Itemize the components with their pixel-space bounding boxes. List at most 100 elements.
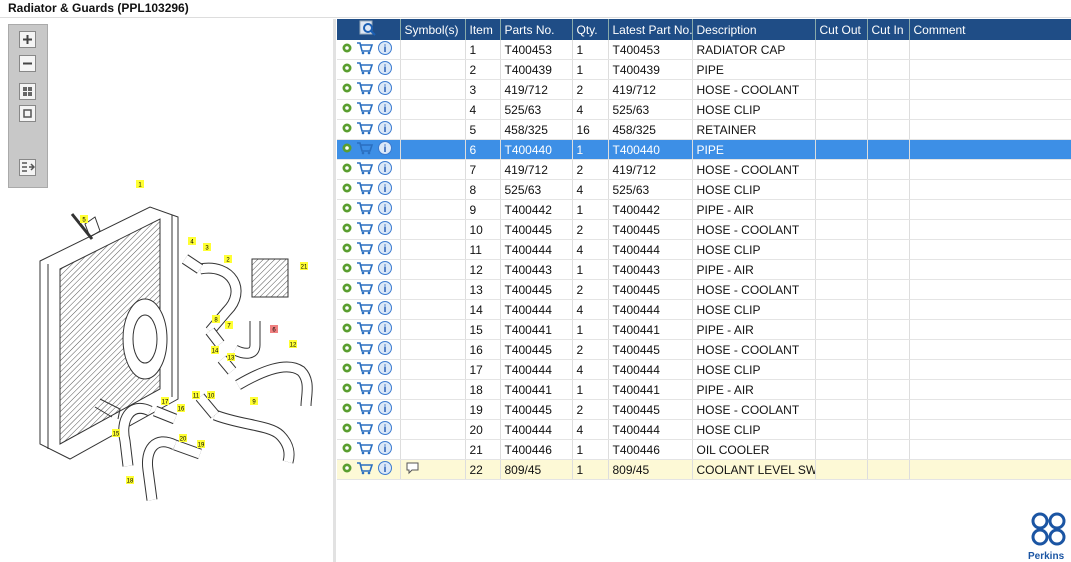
row-icons[interactable]: i — [339, 420, 397, 436]
row-icons[interactable]: i — [339, 460, 397, 476]
part-row[interactable]: i 10 T400445 2 T400445 HOSE - COOLANT — [337, 219, 1071, 240]
export-button[interactable] — [19, 159, 36, 176]
row-icons[interactable]: i — [339, 200, 397, 216]
row-icons[interactable]: i — [339, 120, 397, 136]
part-row[interactable]: i 19 T400445 2 T400445 HOSE - COOLANT — [337, 399, 1071, 420]
part-row[interactable]: i 3 419/712 2 419/712 HOSE - COOLANT — [337, 79, 1071, 100]
callout-box — [177, 404, 185, 412]
part-row[interactable]: i 21 T400446 1 T400446 OIL COOLER — [337, 439, 1071, 460]
actions-cell: i — [337, 419, 401, 440]
cell: 525/63 — [608, 99, 693, 120]
zoom-out-button[interactable] — [19, 55, 36, 72]
row-icons[interactable]: i — [339, 340, 397, 356]
cell: 419/712 — [500, 79, 573, 100]
row-icons[interactable]: i — [339, 440, 397, 456]
empty-cell — [815, 179, 868, 200]
part-row[interactable]: i 4 525/63 4 525/63 HOSE CLIP — [337, 99, 1071, 120]
cell: 2 — [465, 59, 501, 80]
row-icons[interactable]: i — [339, 380, 397, 396]
part-row[interactable]: i 8 525/63 4 525/63 HOSE CLIP — [337, 179, 1071, 200]
empty-cell — [909, 259, 1071, 280]
empty-cell — [815, 399, 868, 420]
callout-label: 5 — [82, 218, 86, 224]
callout-label: 13 — [228, 356, 235, 362]
row-icons[interactable]: i — [339, 300, 397, 316]
row-icons[interactable]: i — [339, 320, 397, 336]
callout-label: 16 — [178, 407, 185, 413]
symbol-cell — [400, 419, 466, 440]
comment-symbol — [406, 462, 418, 475]
empty-cell — [867, 379, 910, 400]
row-icons[interactable]: i — [339, 400, 397, 416]
empty-cell — [815, 419, 868, 440]
row-icons[interactable]: i — [339, 160, 397, 176]
cell: 4 — [465, 99, 501, 120]
logo: Perkins — [1028, 512, 1070, 562]
column-header: Cut In — [867, 19, 910, 40]
cell: HOSE CLIP — [692, 419, 816, 440]
svg-text:i: i — [384, 144, 387, 155]
svg-text:i: i — [384, 64, 387, 75]
part-row[interactable]: i 17 T400444 4 T400444 HOSE CLIP — [337, 359, 1071, 380]
row-icons[interactable]: i — [339, 40, 397, 56]
row-icons[interactable]: i — [339, 240, 397, 256]
empty-cell — [815, 199, 868, 220]
empty-cell — [815, 239, 868, 260]
row-icons[interactable]: i — [339, 220, 397, 236]
part-row[interactable]: i 7 419/712 2 419/712 HOSE - COOLANT — [337, 159, 1071, 180]
part-row[interactable]: i 2 T400439 1 T400439 PIPE — [337, 59, 1071, 80]
part-row[interactable]: i 18 T400441 1 T400441 PIPE - AIR — [337, 379, 1071, 400]
callout-box — [227, 353, 235, 361]
cell: HOSE CLIP — [692, 179, 816, 200]
row-icons[interactable]: i — [339, 360, 397, 376]
callout-box — [161, 397, 169, 405]
row-icons[interactable]: i — [339, 80, 397, 96]
hose-fill — [119, 403, 153, 467]
cell: 4 — [572, 299, 609, 320]
fit-button[interactable] — [19, 83, 36, 100]
cell: T400445 — [500, 339, 573, 360]
row-icons[interactable]: i — [339, 140, 397, 156]
symbol-cell — [400, 179, 466, 200]
actual-size-button[interactable] — [19, 105, 36, 122]
zoom-in-button[interactable] — [19, 31, 36, 48]
part-row[interactable]: i 16 T400445 2 T400445 HOSE - COOLANT — [337, 339, 1071, 360]
search-header[interactable] — [337, 19, 401, 40]
empty-cell — [867, 319, 910, 340]
symbol-cell — [400, 339, 466, 360]
svg-text:i: i — [384, 304, 387, 315]
part-row[interactable]: i 6 T400440 1 T400440 PIPE — [337, 139, 1071, 160]
row-icons[interactable]: i — [339, 280, 397, 296]
cell: T400445 — [608, 399, 693, 420]
row-icons[interactable]: i — [339, 100, 397, 116]
part-row[interactable]: i 20 T400444 4 T400444 HOSE CLIP — [337, 419, 1071, 440]
hoses — [118, 254, 313, 501]
part-row[interactable]: i 1 T400453 1 T400453 RADIATOR CAP — [337, 40, 1071, 60]
callout-label: 9 — [252, 400, 256, 406]
cell: 2 — [572, 339, 609, 360]
part-row[interactable]: i 13 T400445 2 T400445 HOSE - COOLANT — [337, 279, 1071, 300]
cell: 809/45 — [500, 459, 573, 480]
part-row[interactable]: i 11 T400444 4 T400444 HOSE CLIP — [337, 239, 1071, 260]
parts-table: Symbol(s) Item Parts No. Qty. Latest Part No… — [337, 19, 1071, 480]
cell: T400442 — [608, 199, 693, 220]
hose-fill — [196, 394, 219, 418]
cell: 20 — [465, 419, 501, 440]
cell: 7 — [465, 159, 501, 180]
empty-cell — [867, 459, 910, 480]
part-row[interactable]: i 12 T400443 1 T400443 PIPE - AIR — [337, 259, 1071, 280]
part-row[interactable]: i 14 T400444 4 T400444 HOSE CLIP — [337, 299, 1071, 320]
callout-box — [212, 315, 220, 323]
cell: 1 — [572, 59, 609, 80]
part-row[interactable]: i 5 458/325 16 458/325 RETAINER — [337, 119, 1071, 140]
part-row[interactable]: i 9 T400442 1 T400442 PIPE - AIR — [337, 199, 1071, 220]
callout-box — [289, 340, 297, 348]
row-icons[interactable]: i — [339, 60, 397, 76]
row-icons[interactable]: i — [339, 180, 397, 196]
part-row[interactable]: i 15 T400441 1 T400441 PIPE - AIR — [337, 319, 1071, 340]
row-icons[interactable]: i — [339, 260, 397, 276]
empty-cell — [815, 439, 868, 460]
empty-cell — [909, 59, 1071, 80]
callout-label: 1 — [138, 183, 142, 189]
